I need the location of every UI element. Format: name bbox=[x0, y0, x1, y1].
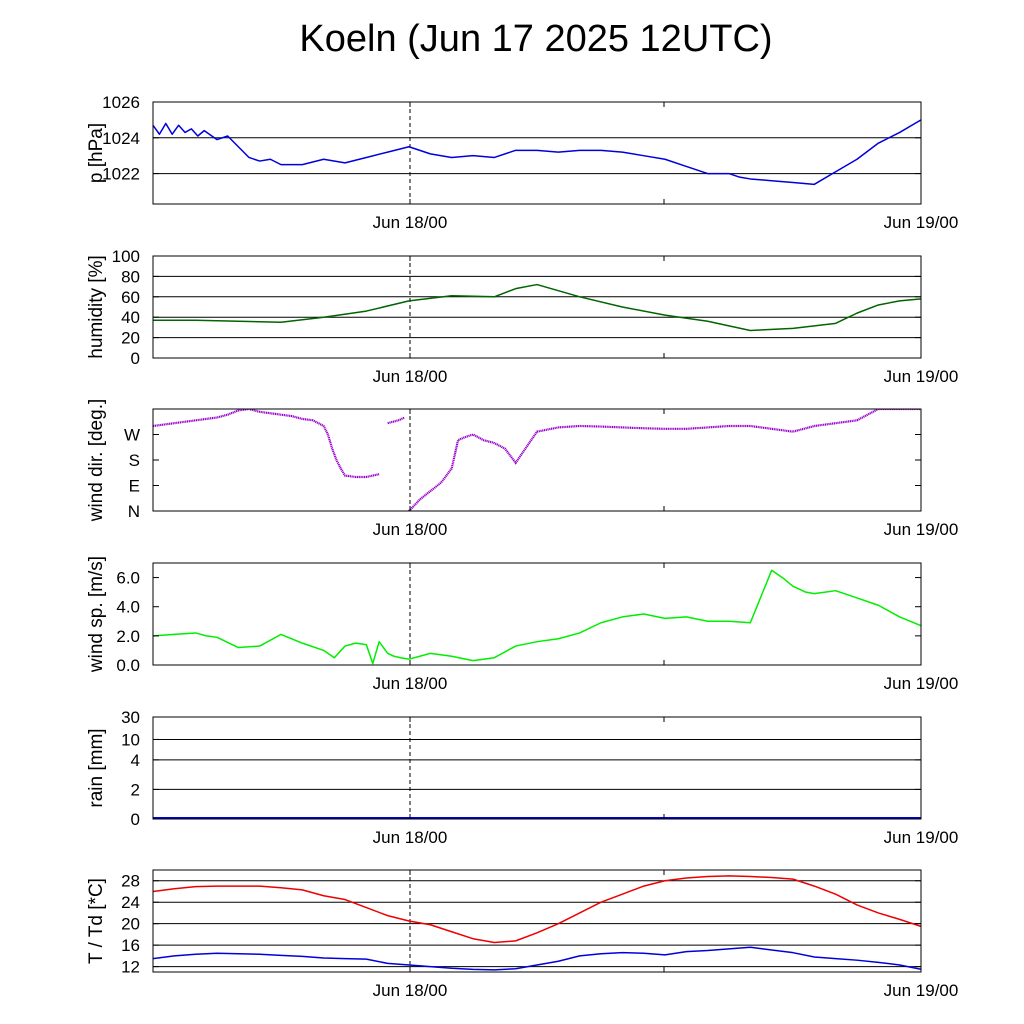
x-tick-label: Jun 18/00 bbox=[373, 367, 448, 386]
y-tick-label: 0 bbox=[131, 349, 140, 368]
y-tick-label: S bbox=[129, 451, 140, 470]
y-tick-label: 0 bbox=[131, 810, 140, 829]
panel-3: 0.0 2.0 4.0 6.0 Jun 18/00 Jun 19/00 wind sp. [… bbox=[86, 556, 958, 693]
y-axis-label: humidity [%] bbox=[86, 255, 107, 358]
y-tick-label: 4.0 bbox=[116, 598, 140, 617]
x-tick-label: Jun 19/00 bbox=[884, 674, 959, 693]
panel-4: 0 2 4 10 30 Jun 18/00 Jun 19/00 rain [mm] bbox=[86, 708, 958, 847]
x-tick-label: Jun 18/00 bbox=[373, 520, 448, 539]
y-tick-label: 1024 bbox=[102, 129, 140, 148]
y-tick-label: 10 bbox=[121, 730, 140, 749]
y-axis-label: wind sp. [m/s] bbox=[86, 556, 107, 673]
y-tick-label: 2 bbox=[131, 780, 140, 799]
y-tick-label: 28 bbox=[121, 872, 140, 891]
panel-5: 12 16 20 24 28 Jun 18/00 Jun 19/00 T / Td [*C] bbox=[86, 869, 959, 1000]
panel-0: 1022 1024 1026 Jun 18/00 Jun 19/00 p [hPa] bbox=[86, 93, 958, 232]
y-tick-label: 20 bbox=[121, 915, 140, 934]
y-axis-label: T / Td [*C] bbox=[86, 878, 107, 964]
x-tick-label: Jun 18/00 bbox=[373, 674, 448, 693]
plot-frame bbox=[152, 869, 922, 973]
y-tick-label: 12 bbox=[121, 958, 140, 977]
series-line-0 bbox=[153, 119, 921, 186]
y-tick-label: 6.0 bbox=[116, 569, 140, 588]
y-tick-label: 100 bbox=[112, 247, 140, 266]
plot-frame bbox=[152, 562, 922, 666]
plot-frame bbox=[152, 255, 922, 359]
y-tick-label: 0.0 bbox=[116, 656, 140, 675]
y-tick-label: W bbox=[124, 426, 140, 445]
y-tick-label: 60 bbox=[121, 288, 140, 307]
wind-dir-series bbox=[408, 409, 921, 511]
x-tick-label: Jun 19/00 bbox=[884, 367, 959, 386]
x-tick-label: Jun 19/00 bbox=[884, 981, 959, 1000]
plot-frame bbox=[152, 408, 922, 512]
series-line-0 bbox=[153, 875, 921, 944]
y-tick-label: 1026 bbox=[102, 93, 140, 112]
plot-frame bbox=[152, 716, 922, 820]
x-tick-label: Jun 19/00 bbox=[884, 213, 959, 232]
x-tick-label: Jun 18/00 bbox=[373, 828, 448, 847]
y-axis-label: wind dir. [deg.] bbox=[86, 399, 107, 523]
series-line-0 bbox=[153, 569, 921, 665]
y-tick-label: 4 bbox=[131, 751, 140, 770]
wind-dir-series bbox=[387, 416, 406, 425]
y-tick-label: 1022 bbox=[102, 165, 140, 184]
y-tick-label: E bbox=[129, 477, 140, 496]
y-tick-label: 2.0 bbox=[116, 627, 140, 646]
plot-frame bbox=[152, 101, 922, 205]
x-tick-label: Jun 18/00 bbox=[373, 213, 448, 232]
y-axis-label: p [hPa] bbox=[86, 123, 107, 183]
y-tick-label: 30 bbox=[121, 708, 140, 727]
y-tick-label: 40 bbox=[121, 308, 140, 327]
y-tick-label: 80 bbox=[121, 267, 140, 286]
x-tick-label: Jun 19/00 bbox=[884, 828, 959, 847]
x-tick-label: Jun 19/00 bbox=[884, 520, 959, 539]
y-tick-label: 20 bbox=[121, 329, 140, 348]
series-line-1 bbox=[153, 946, 921, 971]
y-axis-label: rain [mm] bbox=[86, 728, 107, 807]
y-tick-label: 24 bbox=[121, 893, 140, 912]
wind-dir-series bbox=[153, 409, 380, 479]
y-tick-label: 16 bbox=[121, 936, 140, 955]
y-tick-label: N bbox=[128, 502, 140, 521]
x-tick-label: Jun 18/00 bbox=[373, 981, 448, 1000]
series-line-0 bbox=[153, 283, 921, 332]
page-title: Koeln (Jun 17 2025 12UTC) bbox=[299, 18, 773, 60]
